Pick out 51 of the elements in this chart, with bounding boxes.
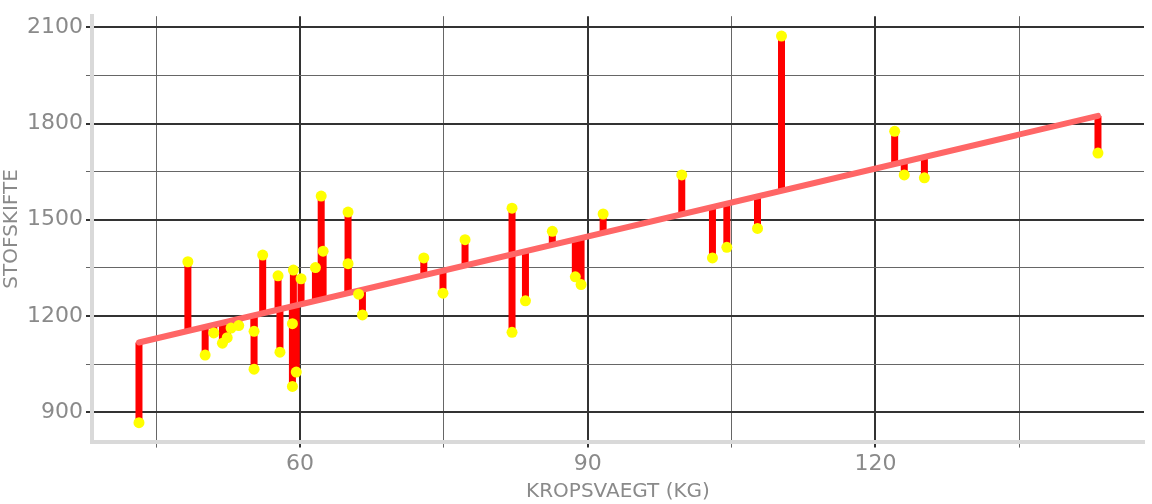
x-tick-label: 60: [286, 449, 315, 475]
point: [519, 295, 531, 307]
point: [356, 309, 368, 321]
point: [575, 279, 587, 291]
point: [597, 208, 609, 220]
point: [290, 366, 302, 378]
point: [918, 172, 930, 184]
point: [233, 320, 245, 332]
y-axis-title: STOFSKIFTE: [0, 169, 23, 289]
point: [898, 169, 910, 181]
point: [676, 169, 688, 181]
point: [287, 264, 299, 276]
point: [1092, 147, 1104, 159]
point: [221, 332, 233, 344]
point: [317, 245, 329, 257]
point: [309, 262, 321, 274]
y-tick-label: 1500: [26, 205, 83, 231]
y-tick-label: 900: [40, 397, 83, 423]
point: [752, 222, 764, 234]
point: [776, 30, 787, 42]
point: [506, 326, 518, 338]
point: [272, 270, 284, 282]
point: [437, 287, 449, 299]
point: [286, 318, 298, 330]
point: [342, 258, 354, 270]
point: [889, 125, 901, 137]
y-tick-label: 1800: [26, 109, 83, 135]
point: [706, 252, 718, 264]
point: [286, 380, 298, 392]
point: [569, 271, 581, 283]
y-tick-label: 2100: [26, 13, 83, 39]
x-axis-title: KROPSVAEGT (KG): [526, 478, 710, 503]
point: [721, 241, 733, 253]
point: [506, 202, 518, 214]
y-tick-label: 1200: [26, 301, 83, 327]
point: [182, 256, 194, 268]
point: [418, 252, 430, 264]
point: [459, 234, 471, 246]
point: [248, 363, 260, 375]
x-tick-label: 90: [573, 449, 602, 475]
point: [199, 349, 211, 361]
point: [315, 190, 327, 202]
point: [342, 206, 354, 218]
point: [353, 288, 365, 300]
point: [257, 249, 269, 261]
point: [274, 346, 286, 358]
x-tick-label: 120: [854, 449, 897, 475]
point: [133, 417, 145, 429]
point: [295, 273, 307, 285]
point: [248, 325, 260, 337]
point: [546, 225, 558, 237]
